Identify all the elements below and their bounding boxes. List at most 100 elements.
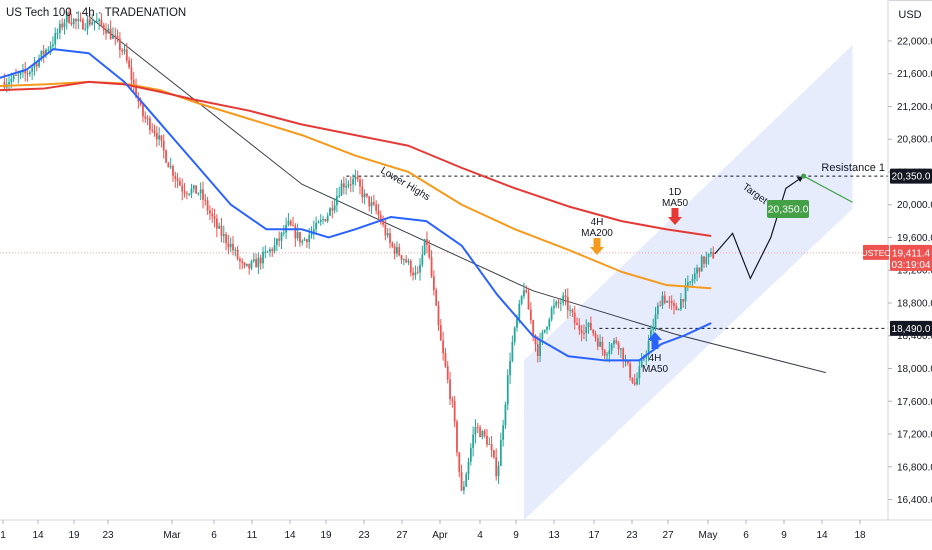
x-tick-label: 11 xyxy=(247,530,258,541)
candle-body xyxy=(573,312,576,323)
candle-body xyxy=(583,332,585,334)
y-tick-label: 16,800.0 xyxy=(897,462,932,473)
candle-body xyxy=(132,79,135,85)
candle-body xyxy=(363,193,366,198)
candle-body xyxy=(169,166,172,168)
candle-body xyxy=(691,279,694,282)
candle-body xyxy=(592,329,595,334)
candle-body xyxy=(633,382,636,385)
candle-body xyxy=(278,238,281,241)
candle-body xyxy=(689,281,692,283)
candle-body xyxy=(481,430,484,438)
candle-body xyxy=(49,46,52,50)
x-tick-label: 23 xyxy=(626,530,638,541)
candle-body xyxy=(58,23,61,33)
candle-body xyxy=(426,239,428,245)
candle-body xyxy=(151,129,154,131)
candle-body xyxy=(98,19,101,22)
candle-body xyxy=(640,359,643,367)
candle-body xyxy=(54,33,57,45)
candle-body xyxy=(128,60,131,68)
candle-body xyxy=(248,263,251,269)
x-tick-label: 17 xyxy=(588,530,600,541)
candle-body xyxy=(580,329,583,333)
y-tick-label: 19,200.0 xyxy=(897,266,932,277)
support-price-badge-text: 18,490.0 xyxy=(892,324,931,335)
candle-body xyxy=(509,360,511,376)
candle-body xyxy=(218,225,221,229)
candle-body xyxy=(17,74,20,76)
x-tick-label: 27 xyxy=(662,530,674,541)
candle-body xyxy=(3,81,6,88)
candle-body xyxy=(204,199,207,201)
candle-body xyxy=(594,333,597,339)
candle-body xyxy=(462,486,465,491)
candle-body xyxy=(172,166,174,176)
candle-body xyxy=(197,193,200,195)
candle-body xyxy=(402,259,405,261)
current-price-badge xyxy=(890,244,932,271)
candle-body xyxy=(220,225,223,236)
candle-body xyxy=(650,330,652,341)
candle-body xyxy=(190,188,193,194)
candle-body xyxy=(361,186,364,198)
candle-body xyxy=(647,340,650,354)
candle-body xyxy=(680,299,682,310)
x-tick-label: 14 xyxy=(32,530,44,541)
x-tick-label: 19 xyxy=(320,530,332,541)
candle-body xyxy=(370,202,373,207)
candle-body xyxy=(386,233,389,236)
target-dot xyxy=(801,173,807,179)
resistance-label: Resistance 1 xyxy=(821,162,885,174)
candle-body xyxy=(294,225,297,239)
candle-body xyxy=(282,232,285,234)
candle-body xyxy=(624,360,627,362)
x-tick-label: 6 xyxy=(743,530,749,541)
candle-body xyxy=(458,452,461,473)
x-tick-label: 6 xyxy=(211,530,217,541)
candle-body xyxy=(342,183,345,188)
candle-body xyxy=(555,301,558,306)
x-tick-label: 13 xyxy=(548,530,560,541)
candle-body xyxy=(474,426,477,435)
x-tick-label: Apr xyxy=(432,530,448,541)
x-tick-label: 14 xyxy=(816,530,828,541)
candle-body xyxy=(257,257,260,268)
candle-body xyxy=(209,210,211,214)
candle-body xyxy=(33,63,36,68)
y-tick-label: 16,400.0 xyxy=(897,495,932,506)
candle-body xyxy=(696,267,698,274)
candle-body xyxy=(352,178,354,185)
candle-body xyxy=(340,183,343,196)
x-tick-label: 9 xyxy=(781,530,787,541)
candle-body xyxy=(423,239,426,255)
ma200-4h-label: MA200 xyxy=(581,228,613,239)
candle-body xyxy=(312,229,315,233)
candle-body xyxy=(91,22,94,25)
candle-body xyxy=(241,261,244,263)
candle-body xyxy=(45,49,47,55)
candle-body xyxy=(559,302,562,304)
candle-body xyxy=(534,335,537,345)
candle-body xyxy=(195,185,197,194)
candle-body xyxy=(88,19,91,25)
candle-body xyxy=(419,264,421,273)
candle-body xyxy=(347,184,350,186)
candle-body xyxy=(280,232,283,241)
candle-body xyxy=(356,176,359,180)
y-axis-unit: USD xyxy=(898,9,921,21)
candle-body xyxy=(192,185,195,189)
candle-body xyxy=(585,327,588,334)
candle-body xyxy=(638,366,641,379)
candle-body xyxy=(135,84,137,98)
candle-body xyxy=(493,450,495,458)
ma50-4h-label: MA50 xyxy=(642,364,669,375)
target-line xyxy=(803,175,853,203)
candle-body xyxy=(86,19,89,29)
ma200-4h-arrow-down xyxy=(590,238,604,255)
ma50-4h-arrow-up xyxy=(648,332,662,349)
candle-body xyxy=(239,258,241,262)
candle-body xyxy=(229,243,232,248)
candle-body xyxy=(354,176,357,179)
